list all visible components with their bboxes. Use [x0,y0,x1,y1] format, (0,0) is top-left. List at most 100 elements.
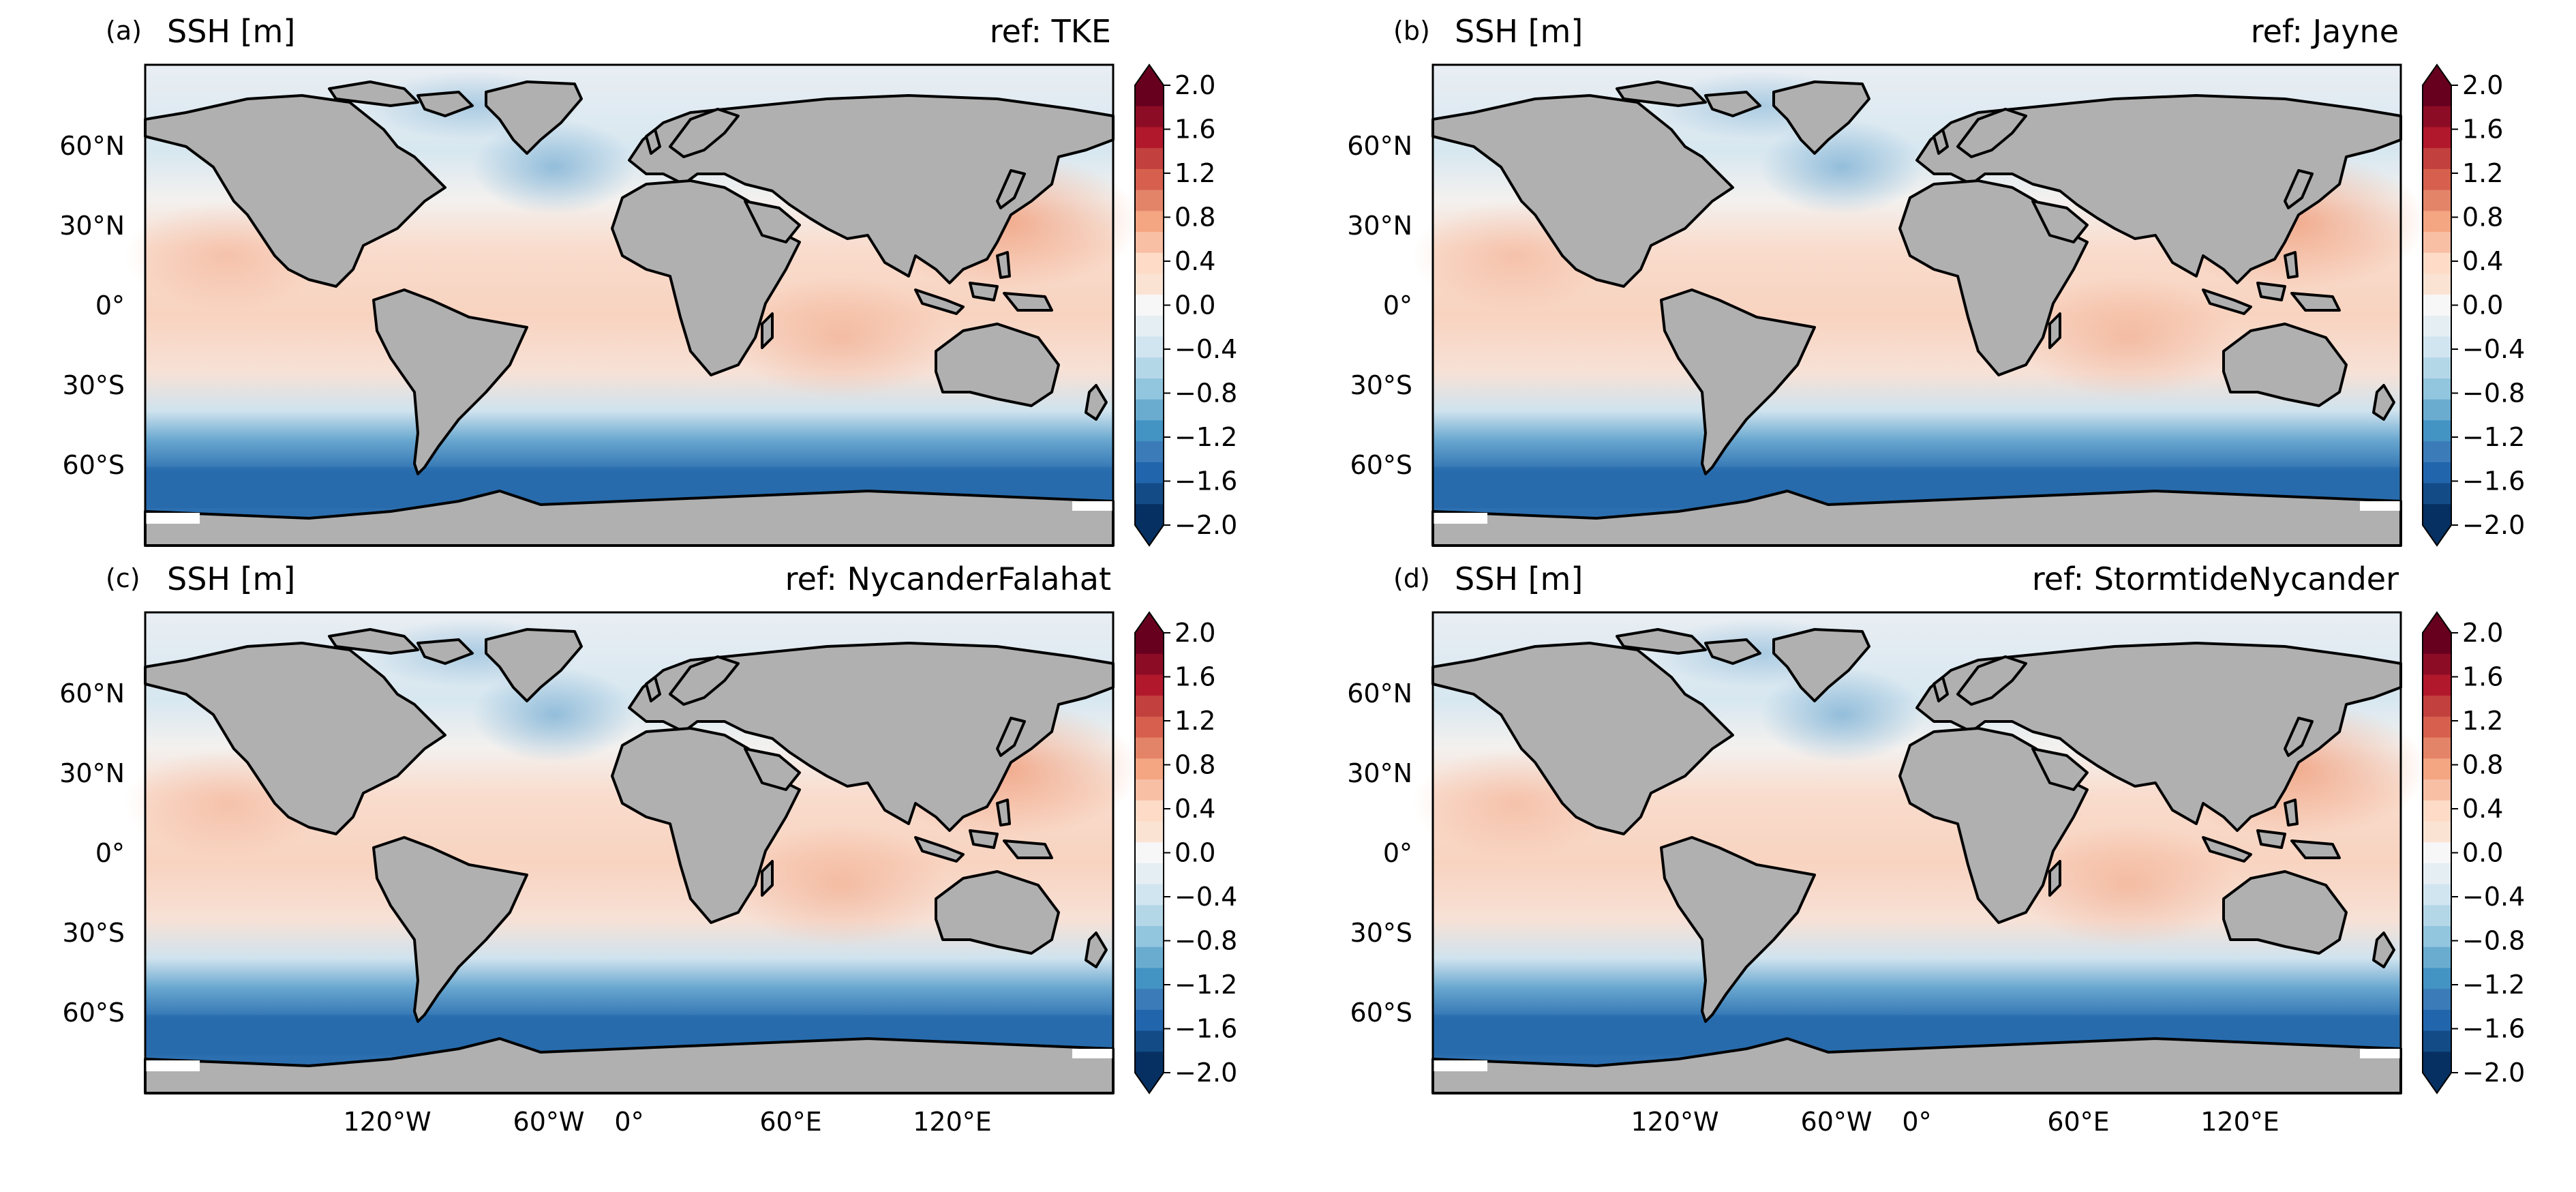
lon-axis: 120°W 60°W 0° 60°E 120°E [343,1107,991,1137]
colorbar-bin [1135,653,1164,676]
colorbar-tick-label: 0.4 [2462,246,2503,276]
colorbar-bin [1135,926,1164,948]
colorbar-bin [1135,842,1164,864]
colorbar: 2.0 1.6 1.2 0.8 0.4 0.0 −0.4 −0.8 −1.2 −1.6 −2.0 [2422,63,2525,547]
map-area [1411,611,2429,1094]
lat-tick-label: 30°S [1350,918,1412,948]
colorbar-bin [2423,295,2451,316]
colorbar-tick-label: 0.4 [1175,246,1215,276]
colorbar-bin [1135,1030,1164,1052]
colorbar-tick-label: 2.0 [2462,70,2503,100]
colorbar-bin [2423,633,2451,655]
lon-tick-label: 60°W [513,1107,585,1137]
colorbar-bin [2423,232,2451,254]
colorbar-bin [1135,190,1164,211]
colorbar-bin [2423,106,2451,128]
colorbar-bin [2423,483,2451,505]
panel-reference-title: ref: NycanderFalahat [785,561,1111,597]
colorbar-bin [1135,504,1164,526]
colorbar-bin [1135,884,1164,906]
lon-axis: 120°W 60°W 0° 60°E 120°E [1631,1107,2279,1137]
colorbar-bin [1135,441,1164,463]
lat-tick-label: 60°N [1347,131,1412,161]
colorbar-tick-label: 1.2 [2462,158,2503,188]
colorbar-bin [2423,947,2451,969]
colorbar-bin [1135,633,1164,655]
lon-tick-label: 60°W [1801,1107,1873,1137]
colorbar-bin [1135,462,1164,484]
colorbar-tick-label: −1.2 [2462,970,2525,1000]
panel-d: (d) SSH [m] ref: StormtideNycander 60°N … [1347,561,2525,1137]
colorbar-bin [2423,842,2451,864]
colorbar-extend-max [1135,612,1164,633]
colorbar-tick-label: −2.0 [2462,1058,2525,1088]
colorbar-bin [1135,800,1164,822]
colorbar-tick-label: −0.8 [1175,926,1237,956]
colorbar-bin [2423,252,2451,275]
colorbar-bins [1134,63,1164,547]
colorbar-bin [1135,716,1164,739]
panel-variable-title: SSH [m] [167,13,295,50]
colorbar-bin [1135,737,1164,759]
colorbar-tick-labels: 2.0 1.6 1.2 0.8 0.4 0.0 −0.4 −0.8 −1.2 −1.6 −2.0 [1164,70,1237,540]
lat-tick-label: 60°N [1347,679,1412,709]
colorbar-tick-label: 0.0 [1175,290,1215,321]
colorbar-tick-label: −0.4 [2462,882,2525,912]
lat-tick-label: 60°N [59,131,125,161]
colorbar-bin [1135,947,1164,969]
panel-reference-title: ref: StormtideNycander [2032,561,2399,597]
colorbar-bin [2423,863,2451,885]
colorbar-bin [2423,653,2451,676]
colorbar-bin [1135,315,1164,338]
colorbar-bin [1135,336,1164,358]
colorbar-bin [2423,315,2451,338]
colorbar-bin [1135,989,1164,1011]
lat-tick-label: 60°N [59,679,125,709]
lat-tick-label: 30°S [63,918,125,948]
lon-tick-label: 0° [1902,1107,1931,1137]
panel-letter: (b) [1393,16,1430,46]
colorbar-extend-max [1135,65,1164,85]
colorbar-bin [1135,399,1164,421]
colorbar-bin [2423,462,2451,484]
panel-reference-title: ref: Jayne [2251,13,2399,50]
colorbar-extend-max [2423,65,2451,85]
colorbar-bin [1135,357,1164,379]
colorbar-bin [2423,336,2451,358]
colorbar-bins [1134,611,1164,1094]
colorbar-bin [1135,85,1164,107]
colorbar-tick-label: 1.2 [1175,158,1215,188]
colorbar-tick-label: −2.0 [2462,510,2525,540]
colorbar-tick-label: 0.8 [2462,750,2503,780]
colorbar-tick-label: −0.8 [2462,378,2525,408]
panel-b: (b) SSH [m] ref: Jayne 60°N 30°N 0° 30°S… [1347,13,2525,547]
lat-axis: 60°N 30°N 0° 30°S 60°S [59,679,125,1028]
colorbar-bin [1135,968,1164,989]
colorbar-tick-label: 1.6 [1175,662,1215,692]
colorbar-extend-max [2423,612,2451,633]
colorbar-bin [1135,483,1164,505]
lon-tick-label: 60°E [2047,1107,2109,1137]
colorbar-tick-labels: 2.0 1.6 1.2 0.8 0.4 0.0 −0.4 −0.8 −1.2 −1.6 −2.0 [2451,70,2525,540]
colorbar-bin [2423,1052,2451,1073]
lat-tick-label: 30°N [1347,211,1412,241]
colorbar-bin [1135,863,1164,885]
colorbar-bin [2423,716,2451,739]
panel-letter: (c) [106,563,140,593]
colorbar-bin [1135,420,1164,442]
panel-variable-title: SSH [m] [167,561,295,597]
colorbar-tick-label: 2.0 [2462,618,2503,648]
colorbar-bin [2423,989,2451,1011]
lat-tick-label: 30°N [59,211,125,241]
colorbar-bin [2423,737,2451,759]
colorbar-tick-label: 0.8 [2462,203,2503,233]
colorbar-tick-label: −2.0 [1175,510,1237,540]
colorbar-bin [1135,696,1164,717]
colorbar-bin [2423,399,2451,421]
colorbar-tick-label: −1.2 [1175,422,1237,452]
colorbar-tick-label: −0.8 [2462,926,2525,956]
colorbar-extend-min [1135,525,1164,546]
colorbar-bin [2423,1030,2451,1052]
colorbar-bins [2422,63,2452,547]
